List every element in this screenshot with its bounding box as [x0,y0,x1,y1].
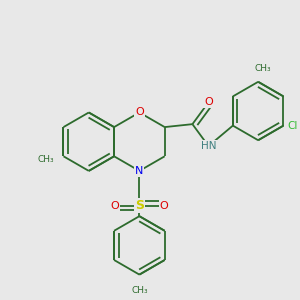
Text: O: O [135,107,144,118]
Text: CH₃: CH₃ [131,286,148,295]
Text: O: O [204,97,213,107]
Text: O: O [110,201,119,211]
Text: Cl: Cl [287,121,297,130]
Text: O: O [160,201,169,211]
Text: N: N [135,166,144,176]
Text: S: S [135,200,144,212]
Text: CH₃: CH₃ [38,155,54,164]
Text: CH₃: CH₃ [254,64,271,73]
Text: HN: HN [201,141,216,151]
